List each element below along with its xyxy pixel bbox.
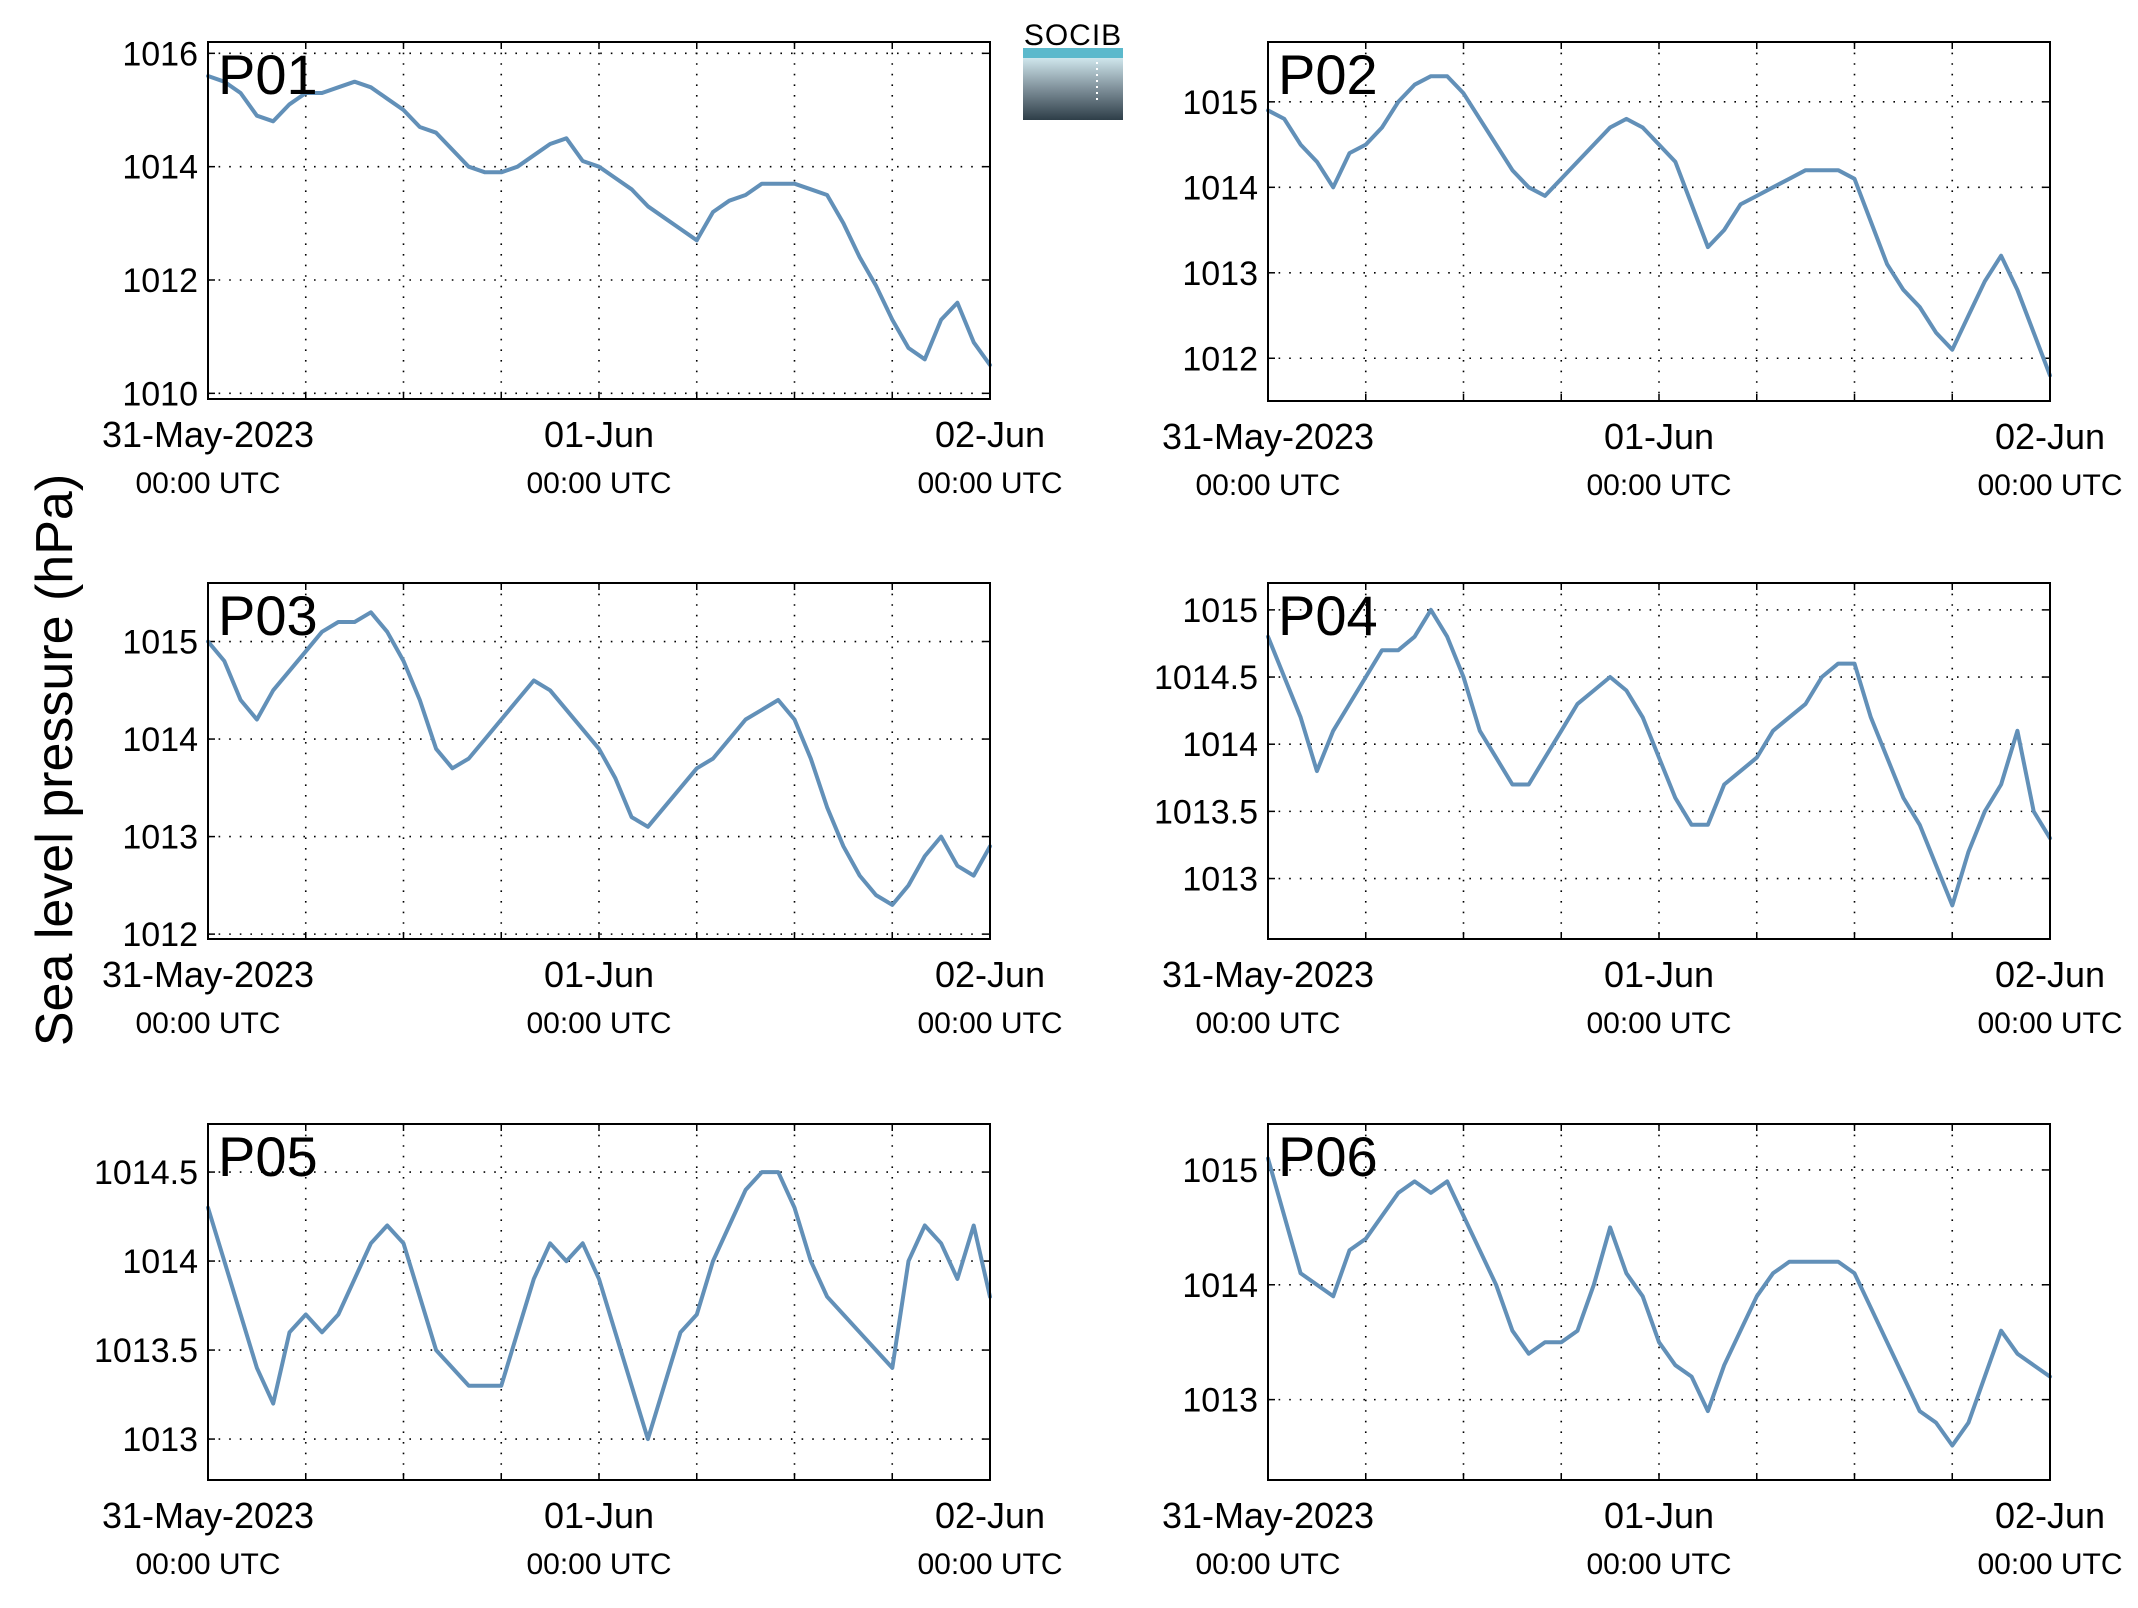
x-tick-date-label: 02-Jun xyxy=(935,414,1045,455)
panel-p01: 1010 1012 1014 1016 31-May-2023 00:00 UTC 01-J… xyxy=(102,35,1063,500)
y-tick-label: 1015 xyxy=(1182,592,1258,630)
x-tick-time-label: 00:00 UTC xyxy=(135,1007,280,1040)
plot-area xyxy=(208,583,990,939)
y-tick-label: 1013 xyxy=(122,1421,198,1459)
x-tick-time-label: 00:00 UTC xyxy=(917,467,1062,500)
y-tick-label: 1013 xyxy=(1182,1382,1258,1420)
pressure-series-line xyxy=(1266,607,2052,908)
panel-p03: 1012 1013 1014 1015 31-May-2023 00:00 UTC 01-J… xyxy=(102,582,1063,1040)
pressure-series-line xyxy=(206,74,992,367)
y-tick-label: 1013 xyxy=(1182,861,1258,899)
panel-label: P06 xyxy=(1278,1125,1378,1188)
plot-area xyxy=(1268,1124,2050,1480)
x-tick-date-label: 31-May-2023 xyxy=(102,1495,314,1536)
panel-p05: 1013 1013.5 1014 1014.5 31-May-2023 00:00 UTC… xyxy=(94,1123,1063,1581)
plot-frame xyxy=(1267,41,2051,402)
y-tick-label: 1012 xyxy=(1182,340,1258,378)
x-tick-time-label: 00:00 UTC xyxy=(135,1548,280,1581)
x-tick-time-label: 00:00 UTC xyxy=(917,1548,1062,1581)
y-tick-label: 1013.5 xyxy=(94,1332,198,1370)
y-axis-label: Sea level pressure (hPa) xyxy=(26,474,84,1046)
x-tick-date-label: 02-Jun xyxy=(935,954,1045,995)
y-tick-label: 1014 xyxy=(122,149,198,187)
y-tick-label: 1014 xyxy=(1182,1267,1258,1305)
x-tick-date-label: 31-May-2023 xyxy=(102,954,314,995)
x-tick-date-label: 02-Jun xyxy=(1995,1495,2105,1536)
y-tick-label: 1014.5 xyxy=(94,1154,198,1192)
plot-area xyxy=(208,1124,990,1480)
socib-logo-gradient xyxy=(1023,58,1123,120)
panel-label: P05 xyxy=(218,1125,318,1188)
x-tick-date-label: 01-Jun xyxy=(544,414,654,455)
x-tick-time-label: 00:00 UTC xyxy=(917,1007,1062,1040)
y-tick-label: 1010 xyxy=(122,375,198,413)
x-tick-date-label: 01-Jun xyxy=(1604,954,1714,995)
panel-label: P04 xyxy=(1278,584,1378,647)
y-tick-label: 1016 xyxy=(122,35,198,73)
socib-logo-top-band xyxy=(1023,48,1123,58)
y-tick-label: 1012 xyxy=(122,262,198,300)
x-tick-date-label: 31-May-2023 xyxy=(1162,416,1374,457)
pressure-series-line xyxy=(1266,74,2052,378)
x-tick-time-label: 00:00 UTC xyxy=(1586,1007,1731,1040)
panels: 1010 1012 1014 1016 31-May-2023 00:00 UTC 01-J… xyxy=(94,35,2123,1581)
socib-logo: SOCIB xyxy=(1023,19,1123,120)
x-tick-time-label: 00:00 UTC xyxy=(1195,1007,1340,1040)
plot-frame xyxy=(207,41,991,400)
y-tick-label: 1014 xyxy=(122,721,198,759)
y-tick-label: 1015 xyxy=(122,624,198,662)
y-tick-label: 1014.5 xyxy=(1154,659,1258,697)
x-tick-date-label: 02-Jun xyxy=(935,1495,1045,1536)
x-tick-time-label: 00:00 UTC xyxy=(1586,469,1731,502)
x-tick-time-label: 00:00 UTC xyxy=(135,467,280,500)
x-tick-date-label: 02-Jun xyxy=(1995,416,2105,457)
pressure-series-line xyxy=(206,1170,992,1442)
pressure-series-line xyxy=(206,610,992,907)
plot-frame xyxy=(1267,582,2051,940)
y-tick-label: 1015 xyxy=(1182,84,1258,122)
panel-p02: 1012 1013 1014 1015 31-May-2023 00:00 UTC 01-J… xyxy=(1162,41,2123,502)
x-tick-time-label: 00:00 UTC xyxy=(1977,469,2122,502)
x-tick-date-label: 31-May-2023 xyxy=(1162,954,1374,995)
x-tick-time-label: 00:00 UTC xyxy=(526,467,671,500)
x-tick-date-label: 01-Jun xyxy=(544,954,654,995)
socib-logo-text: SOCIB xyxy=(1024,19,1122,52)
x-tick-date-label: 02-Jun xyxy=(1995,954,2105,995)
plot-frame xyxy=(1267,1123,2051,1481)
x-tick-date-label: 01-Jun xyxy=(544,1495,654,1536)
y-tick-label: 1014 xyxy=(1182,726,1258,764)
panel-label: P01 xyxy=(218,43,318,106)
x-tick-time-label: 00:00 UTC xyxy=(1195,1548,1340,1581)
x-tick-time-label: 00:00 UTC xyxy=(526,1007,671,1040)
y-tick-label: 1014 xyxy=(1182,169,1258,207)
y-tick-label: 1015 xyxy=(1182,1152,1258,1190)
plot-frame xyxy=(207,582,991,940)
pressure-series-line xyxy=(1266,1156,2052,1448)
y-tick-label: 1013 xyxy=(1182,255,1258,293)
x-tick-date-label: 01-Jun xyxy=(1604,1495,1714,1536)
x-tick-time-label: 00:00 UTC xyxy=(1977,1007,2122,1040)
plot-frame xyxy=(207,1123,991,1481)
x-tick-time-label: 00:00 UTC xyxy=(1586,1548,1731,1581)
panel-label: P02 xyxy=(1278,43,1378,106)
x-tick-time-label: 00:00 UTC xyxy=(1195,469,1340,502)
y-tick-label: 1013.5 xyxy=(1154,793,1258,831)
y-tick-label: 1012 xyxy=(122,916,198,954)
y-tick-label: 1014 xyxy=(122,1243,198,1281)
x-tick-time-label: 00:00 UTC xyxy=(1977,1548,2122,1581)
x-tick-date-label: 31-May-2023 xyxy=(102,414,314,455)
panel-label: P03 xyxy=(218,584,318,647)
y-tick-label: 1013 xyxy=(122,819,198,857)
panel-p06: 1013 1014 1015 31-May-2023 00:00 UTC 01-Jun 00… xyxy=(1162,1123,2123,1581)
x-tick-date-label: 31-May-2023 xyxy=(1162,1495,1374,1536)
panel-p04: 1013 1013.5 1014 1014.5 1015 31-May-2023 00:00… xyxy=(1154,582,2123,1040)
x-tick-time-label: 00:00 UTC xyxy=(526,1548,671,1581)
x-tick-date-label: 01-Jun xyxy=(1604,416,1714,457)
